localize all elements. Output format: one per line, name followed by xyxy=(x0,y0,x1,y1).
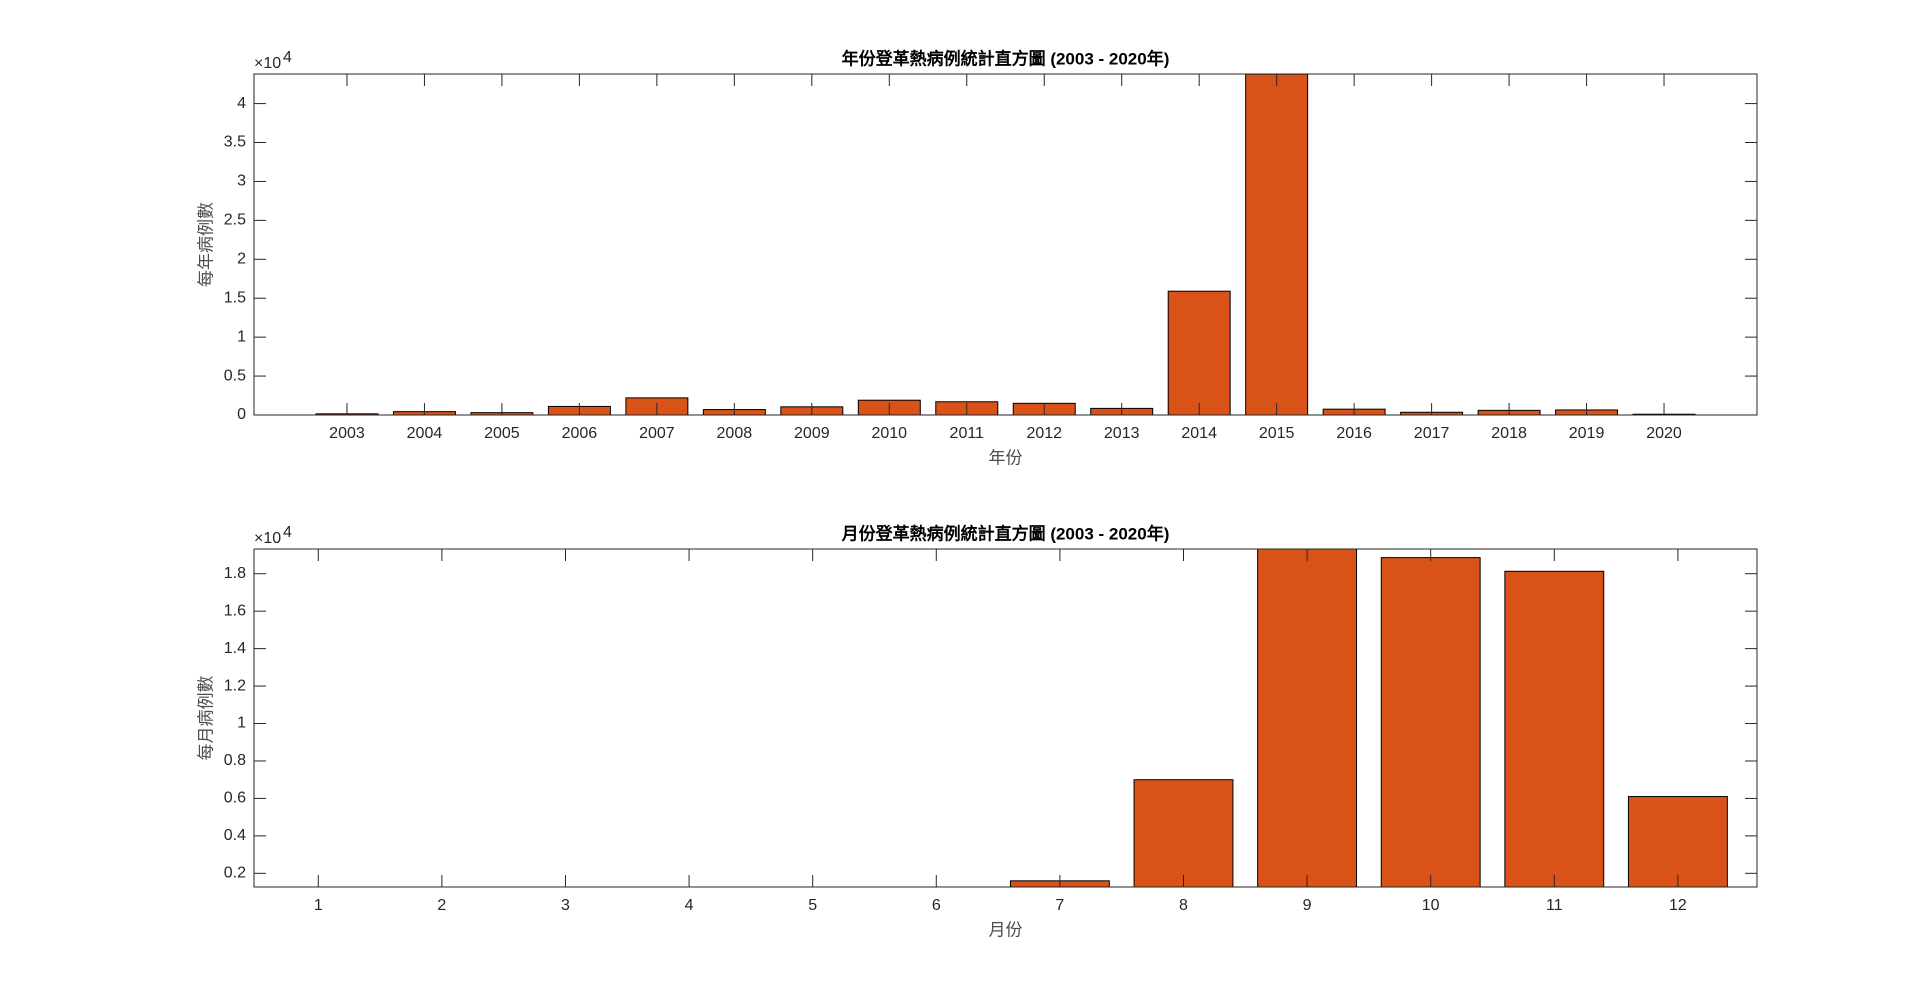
x-tick-label: 9 xyxy=(1303,897,1312,914)
y-tick-label: 1 xyxy=(237,715,246,732)
y-exponent-power: 4 xyxy=(283,49,292,66)
x-tick-label: 7 xyxy=(1055,897,1064,914)
y-tick-label: 0 xyxy=(237,406,246,423)
x-tick-label: 2015 xyxy=(1259,425,1295,442)
bar xyxy=(1627,796,1728,887)
axes-box xyxy=(253,548,1758,888)
x-tick-label: 2017 xyxy=(1414,425,1450,442)
bar xyxy=(1257,549,1358,887)
y-tick-label: 3 xyxy=(237,173,246,190)
y-tick-label: 1.5 xyxy=(224,289,246,306)
x-tick-label: 2009 xyxy=(794,425,830,442)
x-tick-label: 2014 xyxy=(1181,425,1217,442)
x-tick-label: 2018 xyxy=(1491,425,1527,442)
y-tick-label: 1.6 xyxy=(224,602,246,619)
y-axis-label: 每月病例數 xyxy=(196,676,215,761)
x-tick-label: 11 xyxy=(1546,897,1563,914)
y-exponent-power: 4 xyxy=(283,524,292,541)
x-tick-label: 6 xyxy=(932,897,941,914)
x-tick-label: 2003 xyxy=(329,425,365,442)
bar xyxy=(1133,779,1234,887)
x-tick-label: 2010 xyxy=(871,425,907,442)
x-tick-label: 2006 xyxy=(562,425,598,442)
x-tick-label: 2004 xyxy=(407,425,443,442)
x-tick-label: 5 xyxy=(808,897,817,914)
bar xyxy=(1380,557,1481,887)
y-tick-label: 0.6 xyxy=(224,790,246,807)
x-tick-label: 12 xyxy=(1669,897,1687,914)
bar xyxy=(1245,74,1309,415)
y-tick-label: 0.4 xyxy=(224,827,246,844)
y-axis-label: 每年病例數 xyxy=(196,202,215,287)
x-tick-label: 10 xyxy=(1422,897,1440,914)
y-tick-label: 0.2 xyxy=(224,865,246,882)
x-tick-label: 2020 xyxy=(1646,425,1682,442)
x-tick-label: 2 xyxy=(437,897,446,914)
bar xyxy=(1504,570,1605,887)
y-tick-label: 3.5 xyxy=(224,134,246,151)
x-tick-label: 3 xyxy=(561,897,570,914)
x-tick-label: 2011 xyxy=(950,425,985,442)
x-axis-label: 年份 xyxy=(989,448,1023,467)
y-tick-label: 0.5 xyxy=(224,367,246,384)
x-tick-label: 4 xyxy=(685,897,694,914)
x-tick-label: 2007 xyxy=(639,425,675,442)
plot-area xyxy=(268,549,1728,887)
x-tick-label: 1 xyxy=(314,897,323,914)
x-tick-label: 2013 xyxy=(1104,425,1140,442)
x-tick-label: 2012 xyxy=(1026,425,1062,442)
y-tick-label: 1.8 xyxy=(224,565,246,582)
x-axis-label: 月份 xyxy=(989,920,1023,939)
x-tick-label: 2008 xyxy=(717,425,753,442)
y-exponent-base: ×10 xyxy=(254,530,281,547)
chart-title: 年份登革熱病例統計直方圖 (2003 - 2020年) xyxy=(842,48,1170,68)
y-tick-label: 2.5 xyxy=(224,212,246,229)
y-tick-label: 2 xyxy=(237,251,246,268)
y-tick-label: 1.4 xyxy=(224,640,246,657)
x-tick-label: 2005 xyxy=(484,425,520,442)
axes-box xyxy=(253,73,1758,416)
x-tick-label: 8 xyxy=(1179,897,1188,914)
x-tick-label: 2019 xyxy=(1569,425,1605,442)
x-tick-label: 2016 xyxy=(1336,425,1372,442)
chart-title: 月份登革熱病例統計直方圖 (2003 - 2020年) xyxy=(841,523,1170,543)
y-exponent-base: ×10 xyxy=(254,55,281,72)
bar xyxy=(1167,290,1231,415)
y-tick-label: 0.8 xyxy=(224,752,246,769)
y-tick-label: 4 xyxy=(237,95,246,112)
y-tick-label: 1.2 xyxy=(224,677,246,694)
y-tick-label: 1 xyxy=(237,328,246,345)
